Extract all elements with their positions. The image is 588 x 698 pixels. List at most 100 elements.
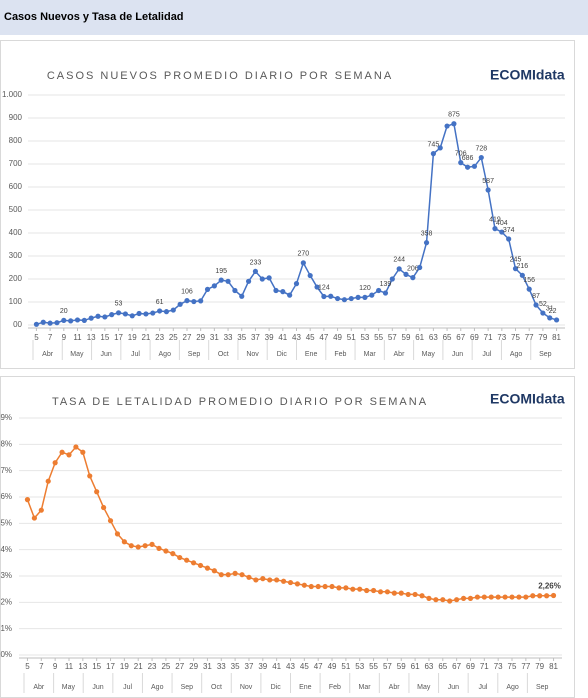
data-point — [454, 597, 460, 603]
data-label: 2,26% — [538, 582, 561, 591]
data-point — [481, 594, 487, 600]
x-tick-label: 53 — [355, 662, 364, 671]
x-tick-label: 75 — [508, 662, 517, 671]
data-point — [24, 497, 31, 503]
data-point — [177, 554, 183, 561]
x-tick-label: 43 — [286, 662, 295, 671]
x-tick-label: 69 — [470, 333, 479, 342]
data-label: 120 — [359, 285, 371, 292]
data-point — [109, 312, 115, 318]
data-point — [384, 589, 391, 595]
data-label: 244 — [393, 257, 405, 264]
data-label: 728 — [475, 145, 487, 152]
data-point — [225, 572, 231, 578]
data-point — [389, 276, 395, 282]
month-label: Jul — [478, 684, 487, 691]
month-label: Dic — [271, 684, 282, 691]
data-point — [437, 145, 443, 151]
month-label: May — [422, 351, 436, 358]
data-label: 875 — [448, 112, 460, 119]
month-label: Abr — [33, 684, 45, 691]
data-point — [485, 187, 491, 193]
header-title: Casos Nuevos y Tasa de Letalidad — [4, 11, 184, 23]
x-tick-label: 55 — [369, 662, 378, 671]
data-label: 245 — [510, 256, 522, 263]
data-point — [232, 570, 238, 576]
x-tick-label: 29 — [196, 333, 205, 342]
data-point — [314, 284, 320, 290]
data-point — [149, 541, 155, 548]
data-point — [135, 544, 141, 550]
data-point — [294, 581, 301, 587]
data-point — [136, 310, 142, 317]
data-point — [40, 319, 46, 325]
data-point — [170, 307, 176, 313]
y-tick-label: 00 — [13, 320, 22, 329]
x-tick-label: 49 — [328, 662, 337, 671]
x-tick-label: 23 — [155, 333, 164, 342]
x-tick-label: 31 — [203, 662, 212, 671]
x-tick-label: 35 — [237, 333, 246, 342]
data-point — [410, 275, 416, 281]
data-label: 419 — [489, 216, 501, 223]
y-tick-label: 8% — [0, 439, 12, 448]
x-tick-label: 9 — [62, 333, 67, 342]
x-tick-label: 57 — [383, 662, 392, 671]
x-tick-label: 21 — [134, 662, 143, 671]
data-point — [362, 294, 368, 300]
data-point — [68, 318, 74, 324]
month-label: Jul — [131, 351, 140, 358]
month-label: May — [62, 684, 76, 691]
data-label: 587 — [482, 178, 494, 185]
data-point — [417, 264, 423, 271]
data-point — [341, 297, 348, 303]
data-point — [197, 562, 204, 569]
month-label: Ago — [159, 351, 172, 358]
data-point — [369, 292, 375, 298]
data-point — [540, 310, 546, 316]
data-point — [61, 317, 67, 323]
x-tick-label: 17 — [114, 333, 123, 342]
x-tick-label: 11 — [73, 333, 82, 342]
x-tick-label: 61 — [415, 333, 424, 342]
y-tick-label: 600 — [9, 182, 23, 191]
x-tick-label: 77 — [521, 662, 530, 671]
month-label: Ene — [299, 684, 312, 691]
data-point — [460, 595, 467, 601]
month-label: Nov — [246, 351, 259, 358]
data-point — [405, 591, 411, 598]
month-label: Ago — [510, 351, 523, 358]
data-point — [301, 582, 307, 588]
data-point — [398, 590, 404, 596]
data-point — [440, 597, 446, 603]
logo: ECOMIdata — [490, 391, 565, 407]
x-tick-label: 41 — [272, 662, 281, 671]
data-point — [315, 583, 321, 590]
x-tick-label: 31 — [210, 333, 219, 342]
data-point — [94, 489, 100, 495]
data-point — [142, 543, 148, 549]
x-tick-label: 45 — [300, 662, 309, 671]
data-label: 206 — [407, 265, 419, 272]
x-tick-label: 25 — [169, 333, 178, 342]
data-point — [471, 163, 478, 169]
data-label: 22 — [549, 308, 557, 315]
month-label: Abr — [389, 684, 401, 691]
data-point — [382, 290, 389, 296]
month-label: Sep — [188, 351, 201, 358]
month-label: Jun — [448, 684, 459, 691]
data-point — [412, 591, 418, 598]
data-point — [530, 593, 536, 599]
y-tick-label: 500 — [9, 205, 23, 214]
data-label: 374 — [503, 227, 515, 234]
data-point — [488, 594, 494, 600]
month-label: Abr — [394, 351, 406, 358]
x-tick-label: 51 — [347, 333, 356, 342]
x-tick-label: 73 — [497, 333, 506, 342]
data-label: 233 — [250, 259, 262, 266]
data-point — [391, 590, 397, 596]
data-point — [300, 260, 306, 266]
y-tick-label: 900 — [9, 113, 23, 122]
data-label: 216 — [517, 263, 529, 270]
data-point — [101, 504, 107, 511]
